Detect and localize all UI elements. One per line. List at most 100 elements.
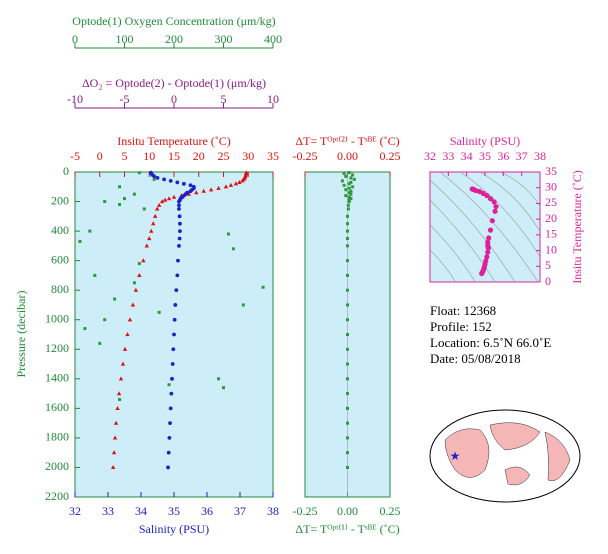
data-point xyxy=(152,177,156,181)
data-point xyxy=(486,235,492,241)
x-axis-title: Salinity (PSU) xyxy=(450,134,520,148)
y-tick-label: 800 xyxy=(51,282,69,296)
data-point xyxy=(168,178,173,183)
x-tick-label: 34 xyxy=(135,504,147,518)
x-tick-label: 38 xyxy=(534,149,546,163)
data-point xyxy=(182,181,186,186)
data-point xyxy=(208,187,214,192)
data-point xyxy=(171,194,177,199)
x-tick-label: -0.25 xyxy=(293,149,318,163)
y-tick-label: 30 xyxy=(545,179,557,193)
data-point xyxy=(171,347,176,352)
data-point xyxy=(152,213,158,218)
data-point xyxy=(346,465,349,469)
info-line: Profile: 152 xyxy=(430,319,492,334)
y-tick-label: 0 xyxy=(545,274,551,288)
x-tick-label: 36 xyxy=(497,149,509,163)
data-point xyxy=(151,221,156,226)
data-point xyxy=(177,236,182,241)
data-point xyxy=(351,185,355,189)
data-point xyxy=(346,222,349,226)
data-point xyxy=(194,190,199,195)
data-point xyxy=(127,317,133,322)
data-point xyxy=(346,362,349,366)
data-point xyxy=(346,273,349,277)
data-point xyxy=(487,196,494,202)
data-point xyxy=(237,179,242,184)
data-point xyxy=(174,288,179,293)
x-tick-label: -0.25 xyxy=(293,504,318,518)
y-tick-label: 1600 xyxy=(45,400,69,414)
y-tick-label: 0 xyxy=(63,164,69,178)
data-point xyxy=(346,421,349,425)
data-point xyxy=(344,188,348,192)
data-point xyxy=(186,191,192,196)
info-line: Location: 6.5˚N 66.0˚E xyxy=(430,335,551,350)
x-tick-label: 0.00 xyxy=(337,504,358,518)
data-point xyxy=(88,229,92,233)
data-point xyxy=(228,182,234,187)
data-point xyxy=(115,405,120,410)
data-point xyxy=(112,435,118,440)
data-point xyxy=(142,207,146,211)
info-line: Float: 12368 xyxy=(430,303,496,318)
x-tick-label: 10 xyxy=(143,149,155,163)
data-point xyxy=(484,192,490,199)
x-tick-label: 300 xyxy=(215,32,233,46)
data-point xyxy=(78,239,82,243)
data-point xyxy=(111,450,117,455)
data-point xyxy=(177,207,181,211)
data-point xyxy=(116,391,122,396)
data-point xyxy=(346,229,349,233)
data-point xyxy=(149,228,154,233)
data-point xyxy=(118,376,124,381)
y-tick-label: 10 xyxy=(545,242,557,256)
data-point xyxy=(485,245,491,251)
x-tick-label: 400 xyxy=(264,32,282,46)
data-point xyxy=(484,254,490,260)
data-point xyxy=(346,451,349,455)
x-tick-label: 33 xyxy=(442,149,454,163)
y-tick-label: 200 xyxy=(51,193,69,207)
x-tick-label: 37 xyxy=(234,504,246,518)
data-point xyxy=(346,244,349,248)
y-tick-label: 35 xyxy=(545,164,557,178)
data-point xyxy=(216,185,221,190)
data-point xyxy=(261,285,265,289)
data-point xyxy=(175,273,180,278)
x-tick-label: 34 xyxy=(461,149,473,163)
data-point xyxy=(159,199,165,204)
data-point xyxy=(347,182,351,186)
x-tick-label: 0 xyxy=(171,92,177,106)
data-point xyxy=(240,178,245,183)
data-point xyxy=(346,236,349,240)
data-point xyxy=(137,171,141,175)
data-point xyxy=(132,281,136,285)
data-point xyxy=(173,303,178,307)
x-tick-label: 15 xyxy=(168,149,180,163)
data-point xyxy=(178,221,182,226)
x-tick-label: 33 xyxy=(102,504,114,518)
x-tick-label: -10 xyxy=(67,92,83,106)
data-point xyxy=(133,287,139,292)
x-tick-label: 38 xyxy=(267,504,279,518)
data-point xyxy=(144,243,149,248)
x-axis-title: Optode(1) Oxygen Concentration (μm/kg) xyxy=(72,14,275,28)
data-point xyxy=(167,383,171,387)
y-tick-label: 20 xyxy=(545,211,557,225)
data-point xyxy=(349,192,353,196)
data-point xyxy=(168,421,172,426)
x-axis-title: ΔT= Tᴼᵖᵗ⁽¹⁾ - Tˢᴮᴱ (˚C) xyxy=(295,522,399,536)
data-point xyxy=(347,171,351,175)
data-point xyxy=(166,465,170,470)
data-point xyxy=(489,218,495,224)
x-tick-label: -5 xyxy=(120,92,130,106)
data-point xyxy=(177,243,181,248)
x-tick-label: 5 xyxy=(221,92,227,106)
data-point xyxy=(349,197,353,201)
world-map: ★ xyxy=(429,409,581,503)
y-tick-label: 5 xyxy=(545,258,551,272)
x-axis-title: ΔO₂ = Optode(2) - Optode(1) (μm/kg) xyxy=(82,76,266,90)
x-tick-label: 0 xyxy=(97,149,103,163)
